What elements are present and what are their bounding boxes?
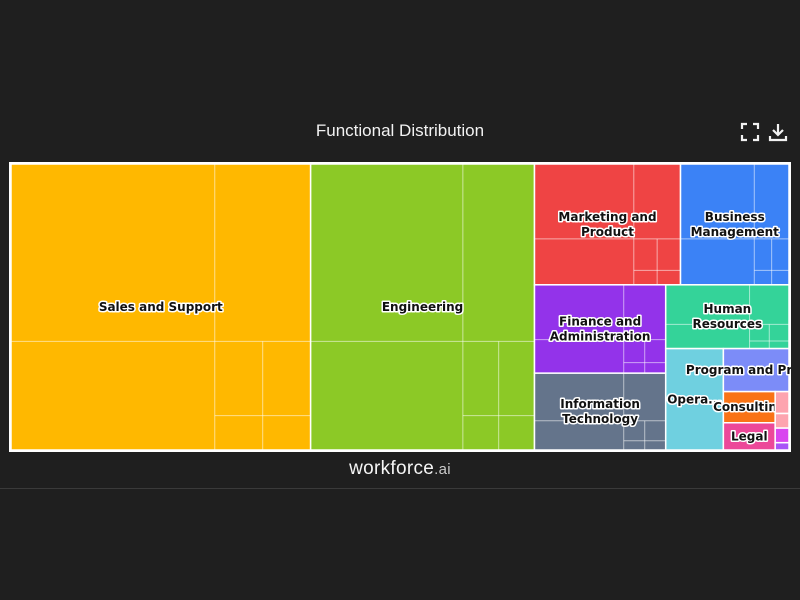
tile-rect-engineering[interactable] <box>309 163 536 451</box>
tile-sales-and-support[interactable]: Sales and Support <box>10 163 312 451</box>
tile-label-business-management: Business Management <box>691 210 780 239</box>
tile-label-sales-and-support: Sales and Support <box>99 300 223 314</box>
tile-legal[interactable]: Legal <box>722 422 776 451</box>
tile-label-operations: Opera... <box>667 392 722 406</box>
tile-rect-program-and-project-management[interactable] <box>722 347 790 393</box>
tile-operations[interactable]: Opera... <box>664 347 725 451</box>
tile-finance-and-administration[interactable]: Finance and Administration <box>533 284 667 374</box>
brand-name: workforce <box>349 458 435 479</box>
tile-consulting[interactable]: Consulting <box>712 390 787 424</box>
tile-rect-human-resources[interactable] <box>664 284 790 350</box>
tile-label-marketing-and-product: Marketing and Product <box>558 210 656 239</box>
tile-engineering[interactable]: Engineering <box>309 163 536 451</box>
tile-information-technology[interactable]: Information Technology <box>533 372 667 451</box>
tile-rect-other-3[interactable] <box>774 427 790 444</box>
brand-suffix: .ai <box>434 461 451 478</box>
brand-logo: workforce.ai <box>0 458 800 480</box>
fullscreen-icon <box>740 122 760 142</box>
treemap-chart: Sales and Support Engineering Marketing an… <box>10 163 791 451</box>
tile-rect-other-1[interactable] <box>774 390 790 415</box>
tile-label-consulting: Consulting <box>713 400 785 414</box>
tile-label-engineering: Engineering <box>382 300 463 314</box>
tile-other-1[interactable] <box>774 390 790 415</box>
tile-other-2[interactable] <box>774 412 790 429</box>
tile-label-finance-and-administration: Finance and Administration <box>550 314 651 343</box>
divider <box>0 488 800 489</box>
tile-other-4[interactable] <box>774 441 790 451</box>
tile-program-and-project-management[interactable]: Program and Proje... <box>684 347 791 393</box>
tile-business-management[interactable]: Business Management <box>679 163 790 286</box>
tile-label-program-and-project-management: Program and Proje... <box>686 363 791 377</box>
tile-label-information-technology: Information Technology <box>560 397 640 426</box>
fullscreen-button[interactable] <box>740 122 760 142</box>
tile-rect-finance-and-administration[interactable] <box>533 284 667 374</box>
tile-rect-information-technology[interactable] <box>533 372 667 451</box>
tile-marketing-and-product[interactable]: Marketing and Product <box>533 163 682 286</box>
tile-other-3[interactable] <box>774 427 790 444</box>
tile-rect-other-2[interactable] <box>774 412 790 429</box>
treemap-container: Sales and Support Engineering Marketing an… <box>9 162 791 452</box>
chart-title: Functional Distribution <box>315 121 485 140</box>
tile-human-resources[interactable]: Human Resources <box>664 284 790 350</box>
tile-label-human-resources: Human Resources <box>693 302 763 331</box>
download-button[interactable] <box>768 122 788 142</box>
download-icon <box>768 124 788 142</box>
tile-rect-sales-and-support[interactable] <box>10 163 312 451</box>
tile-label-legal: Legal <box>731 429 768 443</box>
tile-rect-other-4[interactable] <box>774 441 790 451</box>
